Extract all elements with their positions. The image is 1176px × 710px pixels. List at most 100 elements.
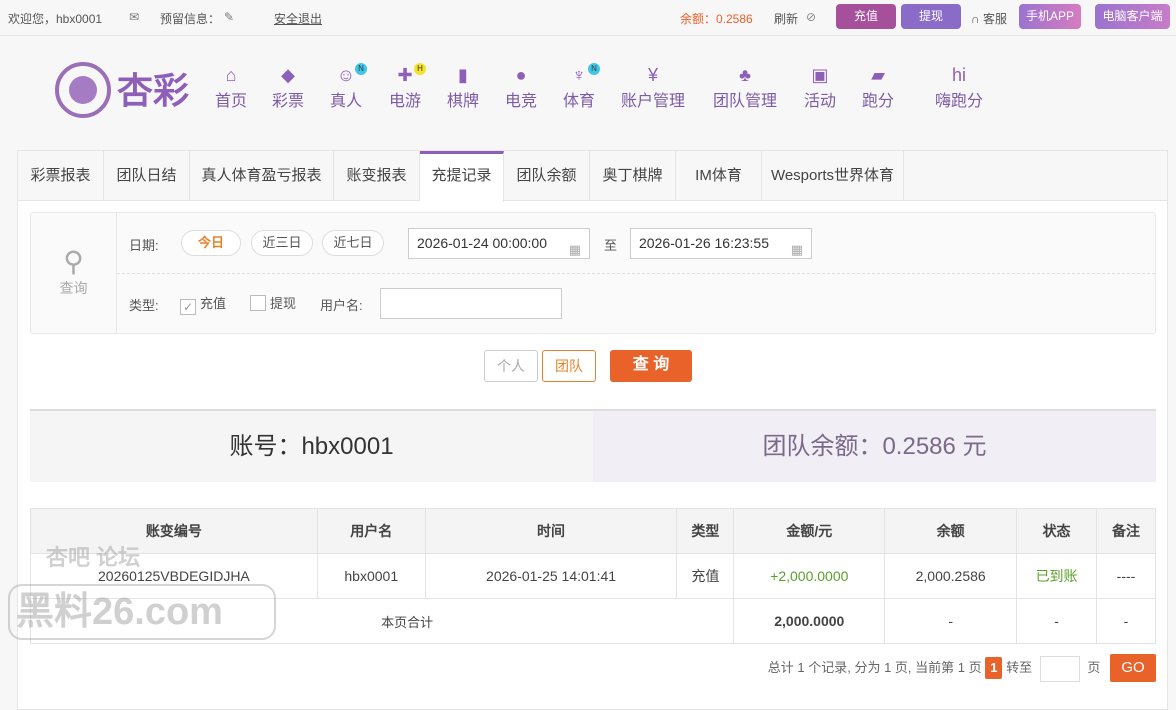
tab-6[interactable]: 奥丁棋牌 <box>590 151 676 201</box>
nav-item-5[interactable]: ● 电竞 <box>505 65 537 111</box>
nav-label: 电竞 <box>505 93 538 110</box>
pagination: 总计 1 个记录, 分为 1 页, 当前第 1 页 1 转至 页 GO <box>768 654 1156 682</box>
nav-item-2[interactable]: ☺ N 真人 <box>330 63 367 111</box>
checkmark-icon: ✓ <box>180 299 196 315</box>
lottery-icon: ◆ <box>281 65 295 85</box>
amount-cell: +2,000.0000 <box>733 553 886 599</box>
team-button[interactable]: 团队 <box>542 350 596 382</box>
search-icon: ⚲ <box>63 246 84 277</box>
column-header: 账变编号 <box>30 508 318 554</box>
search-button[interactable]: 查 询 <box>610 350 692 382</box>
tab-4[interactable]: 充提记录 <box>420 151 504 202</box>
column-header: 类型 <box>676 508 735 554</box>
logout-link[interactable]: 安全退出 <box>274 12 323 26</box>
last-7-days-button[interactable]: 近七日 <box>322 230 384 256</box>
home-icon: ⌂ <box>225 65 237 85</box>
goto-page-input[interactable] <box>1039 655 1080 682</box>
withdraw-button[interactable]: 提现 <box>901 4 961 29</box>
refresh-link[interactable]: 刷新 <box>774 12 799 26</box>
deposit-label: 充值 <box>200 296 227 311</box>
deposit-button[interactable]: 充值 <box>836 4 896 29</box>
nav-item-7[interactable]: ¥ 账户管理 <box>621 65 685 111</box>
type-label: 类型: <box>129 298 159 313</box>
reserved-info-label: 预留信息： <box>160 12 221 26</box>
top-bar: 欢迎您，hbx0001 ✉ 预留信息： ✎ 安全退出 余额：0.2586 刷新 … <box>0 0 1176 36</box>
rhino-icon: ▰ <box>871 65 885 85</box>
mail-icon[interactable]: ✉ <box>129 10 140 24</box>
nav-label: 活动 <box>804 93 837 110</box>
badge: H <box>414 63 426 75</box>
nav-label: 跑分 <box>862 93 895 110</box>
today-button[interactable]: 今日 <box>181 230 241 256</box>
total-note: - <box>1096 598 1156 644</box>
type-cell: 充值 <box>676 553 735 599</box>
logo[interactable]: 杏彩 <box>55 58 205 118</box>
pc-client-button[interactable]: 电脑客户端 <box>1095 4 1170 29</box>
customer-service-link[interactable]: ∩ 客服 <box>971 10 1007 27</box>
total-amount: 2,000.0000 <box>733 598 886 644</box>
note-cell: ---- <box>1096 553 1156 599</box>
calendar-icon[interactable]: ▦ <box>568 242 581 257</box>
to-label: 至 <box>604 238 618 253</box>
total-balance: - <box>884 598 1018 644</box>
start-date-input[interactable]: 2026-01-24 00:00:00 ▦ <box>408 228 590 259</box>
tab-2[interactable]: 真人体育盈亏报表 <box>190 151 334 201</box>
column-header: 时间 <box>424 508 678 554</box>
time-cell: 2026-01-25 14:01:41 <box>424 553 678 599</box>
balance-cell: 2,000.2586 <box>884 553 1018 599</box>
withdraw-checkbox[interactable]: 提现 <box>250 293 296 312</box>
nav-item-9[interactable]: ▣ 活动 <box>804 65 836 111</box>
nav-item-4[interactable]: ▮ 棋牌 <box>447 65 479 111</box>
personal-button[interactable]: 个人 <box>484 350 538 382</box>
goto-label: 转至 <box>1006 660 1033 675</box>
nav-item-10[interactable]: ▰ 跑分 <box>862 65 894 111</box>
eye-hidden-icon[interactable]: ⊘ <box>806 10 817 24</box>
last-3-days-button[interactable]: 近三日 <box>251 230 313 256</box>
total-row: 本页合计 2,000.0000 - - - <box>29 598 1156 644</box>
trophy-icon: ♆ N <box>568 63 600 85</box>
mobile-app-button[interactable]: 手机APP <box>1019 4 1081 29</box>
badge: N <box>355 63 367 75</box>
nav-label: 电游 <box>389 93 422 110</box>
tab-7[interactable]: IM体育 <box>676 151 762 201</box>
nav-item-3[interactable]: ✚ H 电游 <box>389 63 426 111</box>
nav-item-1[interactable]: ◆ 彩票 <box>272 65 304 111</box>
main-nav: 杏彩 ⌂ 首页 ◆ 彩票 ☺ N 真人 ✚ H 电游 ▮ 棋牌 ● 电竞 ♆ N 体育 ¥ 账户管理 ♣ 团队管理 ▣ 活动… <box>0 55 1176 125</box>
main-panel: 彩票报表 团队日结 真人体育盈亏报表 账变报表 充提记录 团队余额 奥丁棋牌 IM体育 Wesp… <box>17 150 1168 710</box>
column-header: 金额/元 <box>733 508 886 554</box>
query-label: 查询 <box>59 280 88 296</box>
page-unit-label: 页 <box>1087 660 1101 675</box>
team-icon: ♣ <box>739 65 751 85</box>
tab-3[interactable]: 账变报表 <box>334 151 420 201</box>
nav-item-0[interactable]: ⌂ 首页 <box>215 65 247 111</box>
tab-1[interactable]: 团队日结 <box>104 151 190 201</box>
end-date-input[interactable]: 2026-01-26 16:23:55 ▦ <box>630 228 812 259</box>
current-page[interactable]: 1 <box>985 657 1003 679</box>
tab-0[interactable]: 彩票报表 <box>18 151 104 201</box>
record-id: 20260125VBDEGIDJHA <box>30 553 318 599</box>
yen-icon: ¥ <box>647 65 658 85</box>
account-summary: 账号：hbx0001 团队余额：0.2586 元 <box>30 409 1156 482</box>
tab-5[interactable]: 团队余额 <box>504 151 590 201</box>
column-header: 用户名 <box>316 508 426 554</box>
query-side: ⚲ 查询 <box>31 213 117 333</box>
filter-panel: ⚲ 查询 日期: 今日 近三日 近七日 2026-01-24 00:00:00 ▦… <box>30 212 1156 334</box>
calendar-icon[interactable]: ▦ <box>790 242 803 257</box>
edit-icon[interactable]: ✎ <box>224 10 235 24</box>
cards-icon: ▮ <box>458 65 468 85</box>
end-date-value: 2026-01-26 16:23:55 <box>639 235 769 251</box>
table-row: 20260125VBDEGIDJHA hbx0001 2026-01-25 14… <box>30 553 1156 599</box>
nav-item-8[interactable]: ♣ 团队管理 <box>713 65 777 111</box>
deposit-checkbox[interactable]: ✓ 充值 <box>180 293 226 315</box>
nav-label: 棋牌 <box>447 93 480 110</box>
tab-8[interactable]: Wesports世界体育 <box>762 151 904 201</box>
nav-item-6[interactable]: ♆ N 体育 <box>563 63 600 111</box>
account-label: 账号：hbx0001 <box>30 411 593 482</box>
date-label: 日期: <box>129 238 159 253</box>
esports-icon: ● <box>515 65 527 85</box>
username-input[interactable] <box>380 288 562 319</box>
nav-item-11[interactable]: hi 嗨跑分 <box>935 65 983 111</box>
go-button[interactable]: GO <box>1110 654 1156 682</box>
team-balance-label: 团队余额：0.2586 元 <box>593 411 1156 482</box>
column-header: 余额 <box>884 508 1018 554</box>
